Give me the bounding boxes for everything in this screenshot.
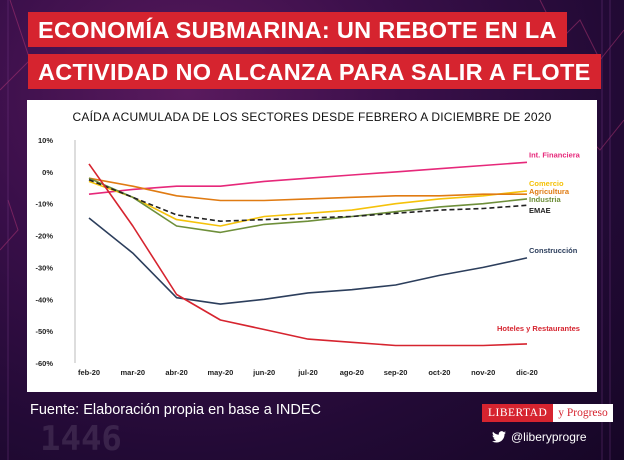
y-tick-label: -50%: [35, 327, 53, 336]
series-line: [88, 179, 528, 222]
series-label: Hoteles y Restaurantes: [497, 324, 580, 333]
twitter-bird-icon: [492, 431, 506, 443]
title-block: ECONOMÍA SUBMARINA: UN REBOTE EN LA ACTI…: [28, 12, 601, 89]
x-tick-label: may-20: [207, 368, 233, 377]
y-tick-label: -40%: [35, 295, 53, 304]
y-tick-label: 0%: [42, 168, 53, 177]
y-tick-label: -10%: [35, 200, 53, 209]
y-tick-label: -60%: [35, 359, 53, 368]
x-tick-label: nov-20: [471, 368, 495, 377]
series-line: [88, 180, 528, 227]
title-line-2: ACTIVIDAD NO ALCANZA PARA SALIR A FLOTE: [28, 54, 601, 89]
series-label: Industria: [529, 195, 561, 204]
x-tick-label: feb-20: [78, 368, 100, 377]
series-line: [88, 161, 528, 195]
series-label: Construcción: [529, 246, 578, 255]
x-tick-label: oct-20: [428, 368, 450, 377]
title-line-1: ECONOMÍA SUBMARINA: UN REBOTE EN LA: [28, 12, 567, 47]
x-tick-label: abr-20: [165, 368, 188, 377]
x-tick-label: ago-20: [340, 368, 364, 377]
x-tick-label: sep-20: [384, 368, 408, 377]
series-line: [88, 177, 528, 234]
chart-panel: CAÍDA ACUMULADA DE LOS SECTORES DESDE FE…: [27, 100, 597, 392]
x-tick-label: dic-20: [516, 368, 538, 377]
series-line: [88, 217, 528, 305]
x-tick-label: jul-20: [297, 368, 318, 377]
source-note: Fuente: Elaboración propia en base a IND…: [30, 402, 321, 418]
chart-title: CAÍDA ACUMULADA DE LOS SECTORES DESDE FE…: [72, 110, 552, 124]
twitter-link[interactable]: @liberyprogre: [492, 430, 587, 444]
line-chart: 10% 0% -10% -20% -30% -40% -50% -60% feb-20 mar-2…: [35, 136, 581, 377]
series-line: [88, 177, 527, 202]
logo-progreso: y Progreso: [553, 404, 613, 422]
series-label: Agricultura: [529, 187, 570, 196]
series-label: Comercio: [529, 179, 564, 188]
series-label: EMAE: [529, 206, 551, 215]
y-tick-label: -20%: [35, 232, 53, 241]
svg-text:1446: 1446: [40, 419, 122, 459]
y-tick-label: -30%: [35, 263, 53, 272]
y-tick-label: 10%: [38, 136, 53, 145]
x-tick-label: mar-20: [120, 368, 145, 377]
x-tick-label: jun-20: [252, 368, 275, 377]
series-label: Int. Financiera: [529, 150, 581, 159]
brand-logo: LIBERTAD y Progreso: [482, 404, 613, 422]
series-line: [88, 163, 528, 347]
logo-libertad: LIBERTAD: [482, 404, 554, 422]
twitter-handle: @liberyprogre: [511, 430, 587, 444]
